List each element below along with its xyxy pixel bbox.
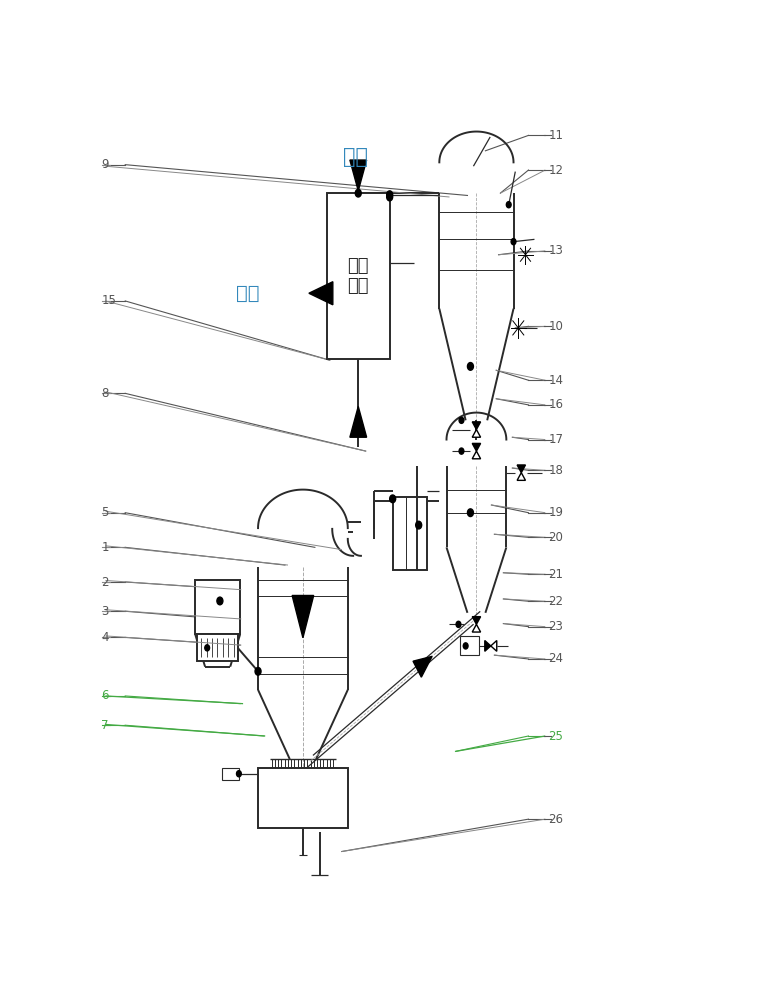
Polygon shape bbox=[472, 617, 481, 624]
Text: 2: 2 bbox=[101, 576, 109, 588]
Text: 1: 1 bbox=[101, 541, 109, 554]
Bar bbox=[195, 580, 240, 634]
Polygon shape bbox=[350, 160, 367, 191]
Text: 18: 18 bbox=[548, 464, 563, 477]
Text: 4: 4 bbox=[101, 631, 109, 644]
Circle shape bbox=[459, 417, 464, 423]
Text: 7: 7 bbox=[101, 719, 109, 732]
Text: 14: 14 bbox=[548, 374, 564, 387]
Circle shape bbox=[459, 448, 464, 454]
Text: 3: 3 bbox=[101, 605, 109, 618]
Circle shape bbox=[506, 202, 511, 208]
Bar bbox=[327, 193, 390, 359]
Circle shape bbox=[387, 193, 393, 201]
Text: 12: 12 bbox=[548, 164, 564, 177]
Text: 13: 13 bbox=[548, 244, 563, 257]
Circle shape bbox=[463, 643, 468, 649]
Circle shape bbox=[511, 239, 516, 245]
Bar bbox=[197, 634, 238, 661]
Polygon shape bbox=[413, 656, 432, 677]
Circle shape bbox=[390, 495, 396, 503]
Text: 25: 25 bbox=[548, 730, 563, 742]
Circle shape bbox=[387, 191, 393, 199]
Text: 5: 5 bbox=[101, 506, 109, 519]
Polygon shape bbox=[472, 443, 481, 451]
Polygon shape bbox=[491, 641, 496, 651]
Polygon shape bbox=[292, 595, 313, 638]
Text: 8: 8 bbox=[101, 387, 109, 400]
Bar bbox=[459, 636, 479, 655]
Circle shape bbox=[415, 521, 422, 529]
Bar bbox=[393, 497, 428, 570]
Polygon shape bbox=[472, 624, 481, 632]
Polygon shape bbox=[517, 465, 526, 473]
Text: 26: 26 bbox=[548, 813, 564, 826]
Text: 20: 20 bbox=[548, 531, 563, 544]
Circle shape bbox=[456, 621, 461, 627]
Polygon shape bbox=[472, 451, 481, 459]
Text: 降温
除尘: 降温 除尘 bbox=[347, 257, 369, 295]
Text: 19: 19 bbox=[548, 506, 564, 519]
Text: 17: 17 bbox=[548, 433, 564, 446]
Circle shape bbox=[205, 645, 209, 651]
Polygon shape bbox=[485, 641, 491, 651]
Text: 10: 10 bbox=[548, 320, 563, 333]
Text: 23: 23 bbox=[548, 620, 563, 633]
Text: 6: 6 bbox=[101, 689, 109, 702]
Text: 22: 22 bbox=[548, 595, 564, 608]
Text: 21: 21 bbox=[548, 568, 564, 581]
Circle shape bbox=[255, 667, 261, 675]
Text: 9: 9 bbox=[101, 158, 109, 171]
Circle shape bbox=[468, 363, 473, 370]
Circle shape bbox=[468, 509, 473, 517]
Bar bbox=[222, 768, 239, 780]
Text: 11: 11 bbox=[548, 129, 564, 142]
Bar bbox=[258, 768, 347, 828]
Text: 15: 15 bbox=[101, 294, 116, 307]
Polygon shape bbox=[517, 473, 526, 480]
Polygon shape bbox=[472, 430, 481, 437]
Text: 24: 24 bbox=[548, 652, 564, 666]
Polygon shape bbox=[350, 406, 367, 437]
Circle shape bbox=[355, 189, 361, 197]
Circle shape bbox=[217, 597, 223, 605]
Circle shape bbox=[236, 771, 242, 777]
Text: 煤气: 煤气 bbox=[235, 284, 259, 303]
Text: 16: 16 bbox=[548, 398, 564, 411]
Text: 飞灰: 飞灰 bbox=[343, 147, 367, 167]
Polygon shape bbox=[309, 282, 333, 305]
Polygon shape bbox=[472, 422, 481, 430]
